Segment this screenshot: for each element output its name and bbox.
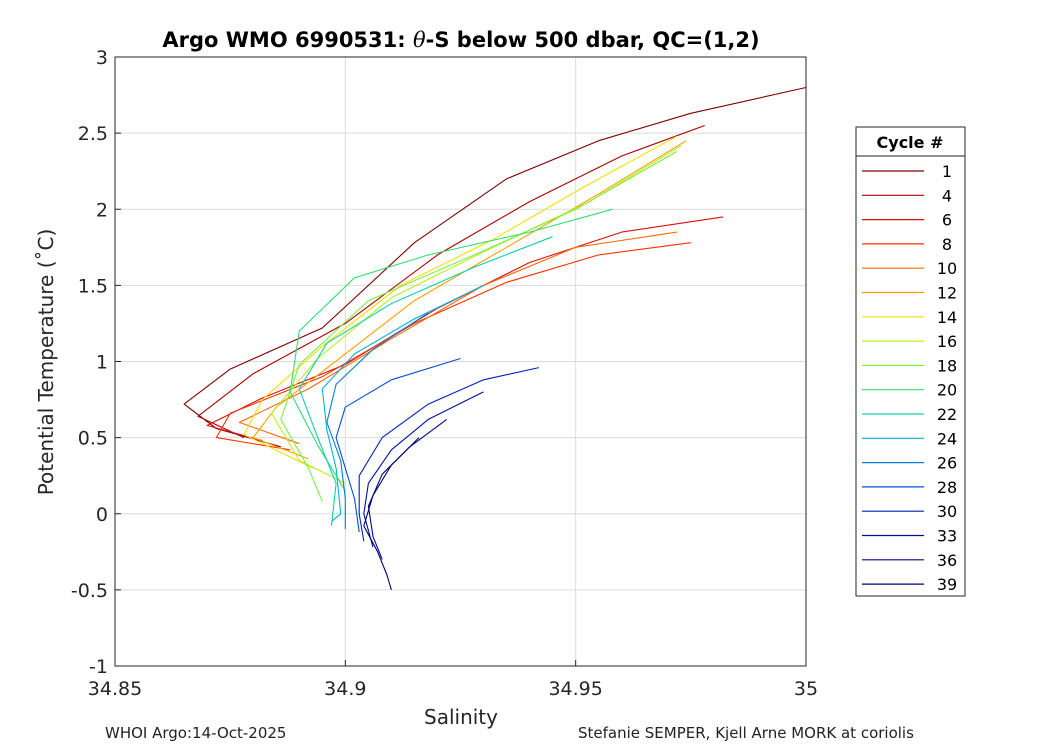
legend-title: Cycle # — [877, 133, 944, 152]
legend-label-cycle-20: 20 — [937, 381, 957, 400]
series-line-cycle-8 — [215, 242, 691, 451]
x-tick-label: 35 — [794, 678, 818, 700]
legend-label-cycle-16: 16 — [937, 332, 957, 351]
series-line-cycle-39 — [363, 437, 420, 591]
footer-left-credit: WHOI Argo:14-Oct-2025 — [105, 724, 287, 742]
legend-label-cycle-6: 6 — [942, 211, 952, 230]
legend-label-cycle-18: 18 — [937, 356, 957, 375]
series-line-cycle-16 — [271, 144, 682, 484]
y-tick-label: 0 — [96, 504, 108, 526]
legend-label-cycle-39: 39 — [937, 575, 957, 594]
x-tick-label: 34.95 — [548, 678, 602, 700]
legend-label-cycle-26: 26 — [937, 454, 957, 473]
y-tick-label: 1.5 — [78, 275, 108, 297]
legend-label-cycle-22: 22 — [937, 405, 957, 424]
legend-label-cycle-1: 1 — [942, 162, 952, 181]
footer-right-credit: Stefanie SEMPER, Kjell Arne MORK at cori… — [578, 724, 914, 742]
series-line-cycle-26 — [326, 312, 429, 529]
y-tick-label: 3 — [96, 47, 108, 69]
legend-label-cycle-30: 30 — [937, 502, 957, 521]
y-tick-label: 2 — [96, 199, 108, 221]
y-axis-label: Potential Temperature (˚C) — [34, 229, 58, 496]
legend-label-cycle-33: 33 — [937, 527, 957, 546]
series-line-cycle-33 — [363, 391, 484, 548]
legend-label-cycle-8: 8 — [942, 235, 952, 254]
legend-label-cycle-4: 4 — [942, 186, 952, 205]
legend-label-cycle-12: 12 — [937, 284, 957, 303]
series-line-cycle-14 — [243, 135, 678, 469]
y-tick-label: 2.5 — [78, 123, 108, 145]
series-line-cycle-36 — [367, 418, 448, 560]
legend-box — [855, 126, 966, 597]
x-axis-label: Salinity — [424, 705, 498, 729]
series-line-cycle-22 — [298, 236, 553, 526]
legend-label-cycle-10: 10 — [937, 259, 957, 278]
series-line-cycle-20 — [289, 208, 613, 492]
x-tick-label: 34.85 — [88, 678, 142, 700]
chart-title: Argo WMO 6990531: θ-S below 500 dbar, QC… — [162, 28, 759, 52]
grid-lines — [114, 56, 807, 667]
series-line-cycle-1 — [183, 86, 807, 448]
series-line-cycle-28 — [335, 357, 461, 533]
data-series — [183, 86, 807, 591]
legend-label-cycle-24: 24 — [937, 429, 957, 448]
chart-title-symbol: θ — [413, 28, 426, 52]
chart-title-suffix: -S below 500 dbar, QC=(1,2) — [426, 28, 760, 52]
x-tick-label: 34.9 — [324, 678, 366, 700]
series-line-cycle-24 — [321, 284, 484, 522]
legend-label-cycle-28: 28 — [937, 478, 957, 497]
legend-label-cycle-14: 14 — [937, 308, 957, 327]
chart-title-prefix: Argo WMO 6990531: — [162, 28, 413, 52]
y-tick-label: 0.5 — [78, 428, 108, 450]
axis-ticks: 34.85 34.9 34.95 35 -1 -0.5 0 0.5 1 1.5 2 2.5 3 — [71, 47, 818, 700]
series-line-cycle-4 — [197, 124, 705, 439]
series-line-cycle-12 — [252, 140, 687, 460]
y-tick-label: -1 — [89, 656, 108, 678]
series-line-cycle-18 — [280, 150, 678, 502]
y-tick-label: -0.5 — [71, 580, 108, 602]
legend-label-cycle-36: 36 — [937, 551, 957, 570]
y-tick-label: 1 — [96, 352, 108, 374]
series-line-cycle-10 — [238, 231, 678, 445]
series-line-cycle-30 — [358, 367, 539, 542]
